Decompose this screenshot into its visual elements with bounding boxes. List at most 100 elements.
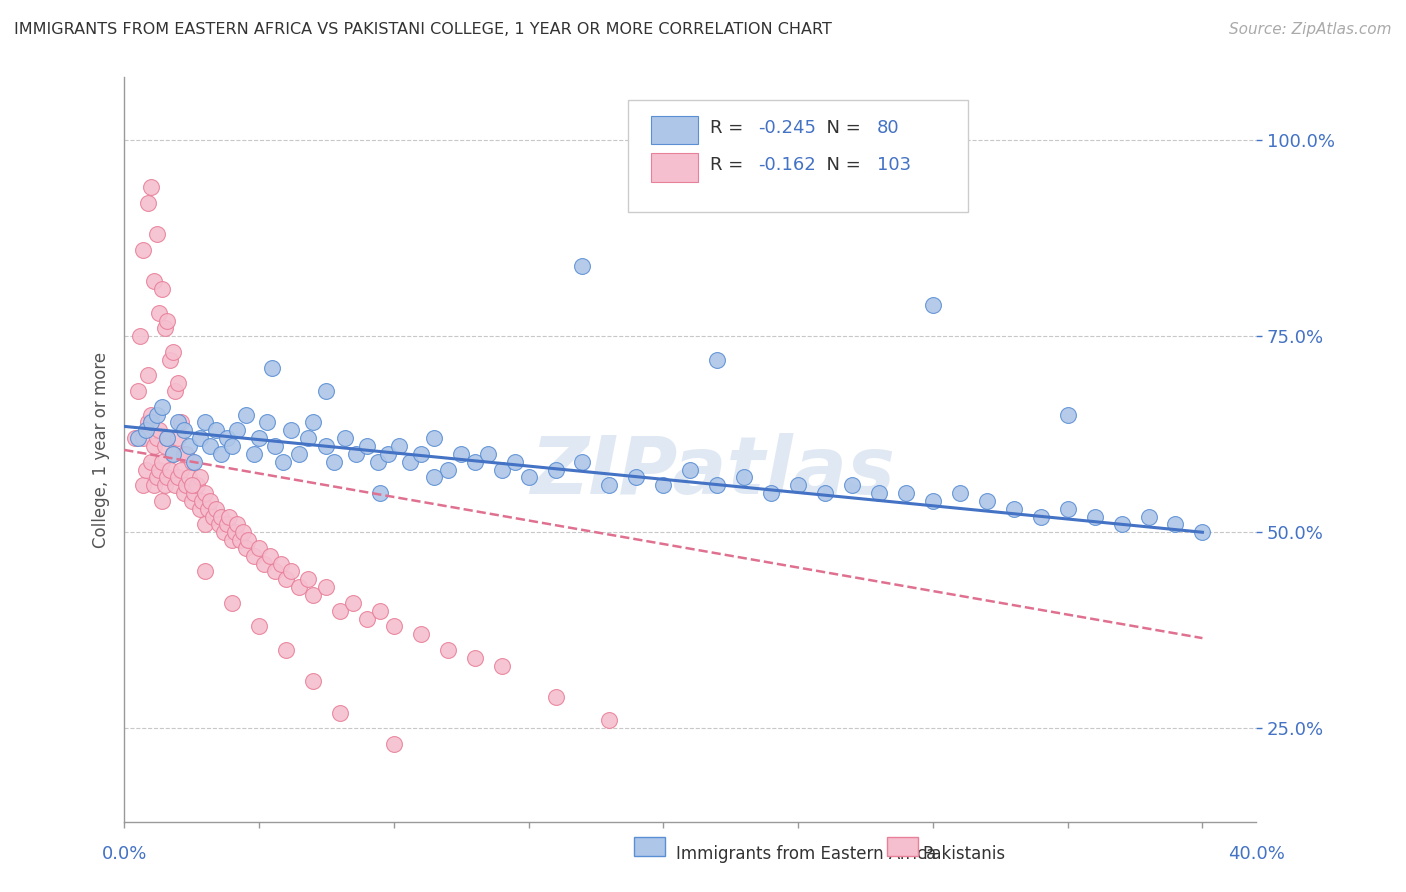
Point (571, 455, 593, 469)
Point (342, 596, 364, 610)
Point (162, 447, 184, 461)
Point (138, 195, 160, 210)
Point (205, 423, 228, 437)
Point (315, 384, 337, 398)
Point (197, 501, 219, 516)
Point (270, 557, 292, 571)
Point (218, 509, 240, 524)
Point (150, 494, 173, 508)
Text: 40.0%: 40.0% (1227, 845, 1285, 863)
Text: IMMIGRANTS FROM EASTERN AFRICA VS PAKISTANI COLLEGE, 1 YEAR OR MORE CORRELATION : IMMIGRANTS FROM EASTERN AFRICA VS PAKIST… (14, 22, 832, 37)
Point (1002, 501, 1025, 516)
Point (288, 447, 311, 461)
Point (235, 541, 257, 555)
Point (706, 478, 728, 492)
Point (259, 549, 281, 563)
Point (148, 462, 170, 476)
Point (247, 619, 270, 633)
Point (235, 408, 257, 422)
Point (814, 486, 837, 500)
Point (142, 274, 165, 288)
Point (787, 478, 810, 492)
Point (135, 423, 157, 437)
Point (135, 462, 157, 476)
Point (142, 478, 165, 492)
Text: 0.0%: 0.0% (101, 845, 146, 863)
Point (706, 352, 728, 367)
Text: 103: 103 (877, 156, 911, 174)
Text: R =: R = (710, 120, 748, 137)
Point (329, 604, 352, 618)
Point (156, 313, 179, 327)
Point (212, 525, 235, 540)
Point (150, 455, 173, 469)
Point (226, 517, 249, 532)
Point (297, 572, 319, 586)
Point (450, 447, 472, 461)
Point (274, 643, 297, 657)
Point (262, 360, 284, 375)
Point (242, 549, 264, 563)
Point (170, 462, 193, 476)
Text: Source: ZipAtlas.com: Source: ZipAtlas.com (1229, 22, 1392, 37)
Point (841, 478, 863, 492)
Point (271, 455, 294, 469)
Point (367, 455, 389, 469)
Point (205, 501, 228, 516)
Point (156, 470, 179, 484)
Point (1056, 501, 1078, 516)
Point (399, 455, 422, 469)
Point (329, 706, 352, 720)
Point (156, 431, 179, 445)
Point (242, 447, 264, 461)
Point (145, 408, 167, 422)
Point (544, 690, 567, 704)
Point (280, 565, 302, 579)
Point (159, 462, 181, 476)
Point (141, 180, 163, 194)
Point (145, 431, 167, 445)
Point (1029, 509, 1052, 524)
Point (162, 447, 184, 461)
Point (1191, 525, 1213, 540)
Point (423, 431, 446, 445)
Text: R =: R = (710, 156, 748, 174)
Text: Pakistanis: Pakistanis (922, 845, 1005, 863)
Point (173, 486, 195, 500)
Point (159, 352, 181, 367)
Y-axis label: College, 1 year or more: College, 1 year or more (93, 351, 110, 548)
Point (598, 478, 620, 492)
Point (949, 486, 972, 500)
Point (150, 282, 173, 296)
Point (409, 447, 432, 461)
Point (491, 658, 513, 673)
Point (229, 533, 252, 547)
Point (202, 509, 225, 524)
Point (759, 486, 782, 500)
Point (142, 439, 165, 453)
Text: N =: N = (815, 120, 866, 137)
Point (153, 439, 176, 453)
Point (167, 376, 190, 391)
Point (183, 486, 205, 500)
Point (253, 557, 276, 571)
Point (215, 517, 238, 532)
Text: -0.245: -0.245 (758, 120, 817, 137)
Point (177, 470, 200, 484)
Point (1164, 517, 1187, 532)
Point (626, 470, 648, 484)
Point (141, 408, 163, 422)
Point (138, 416, 160, 430)
Point (238, 533, 260, 547)
Point (598, 714, 620, 728)
Point (156, 431, 179, 445)
Point (194, 517, 217, 532)
Point (477, 447, 499, 461)
Point (170, 416, 193, 430)
Point (188, 431, 211, 445)
Point (132, 431, 155, 445)
Point (141, 416, 163, 430)
Point (382, 619, 405, 633)
Point (464, 455, 486, 469)
FancyBboxPatch shape (651, 116, 699, 145)
